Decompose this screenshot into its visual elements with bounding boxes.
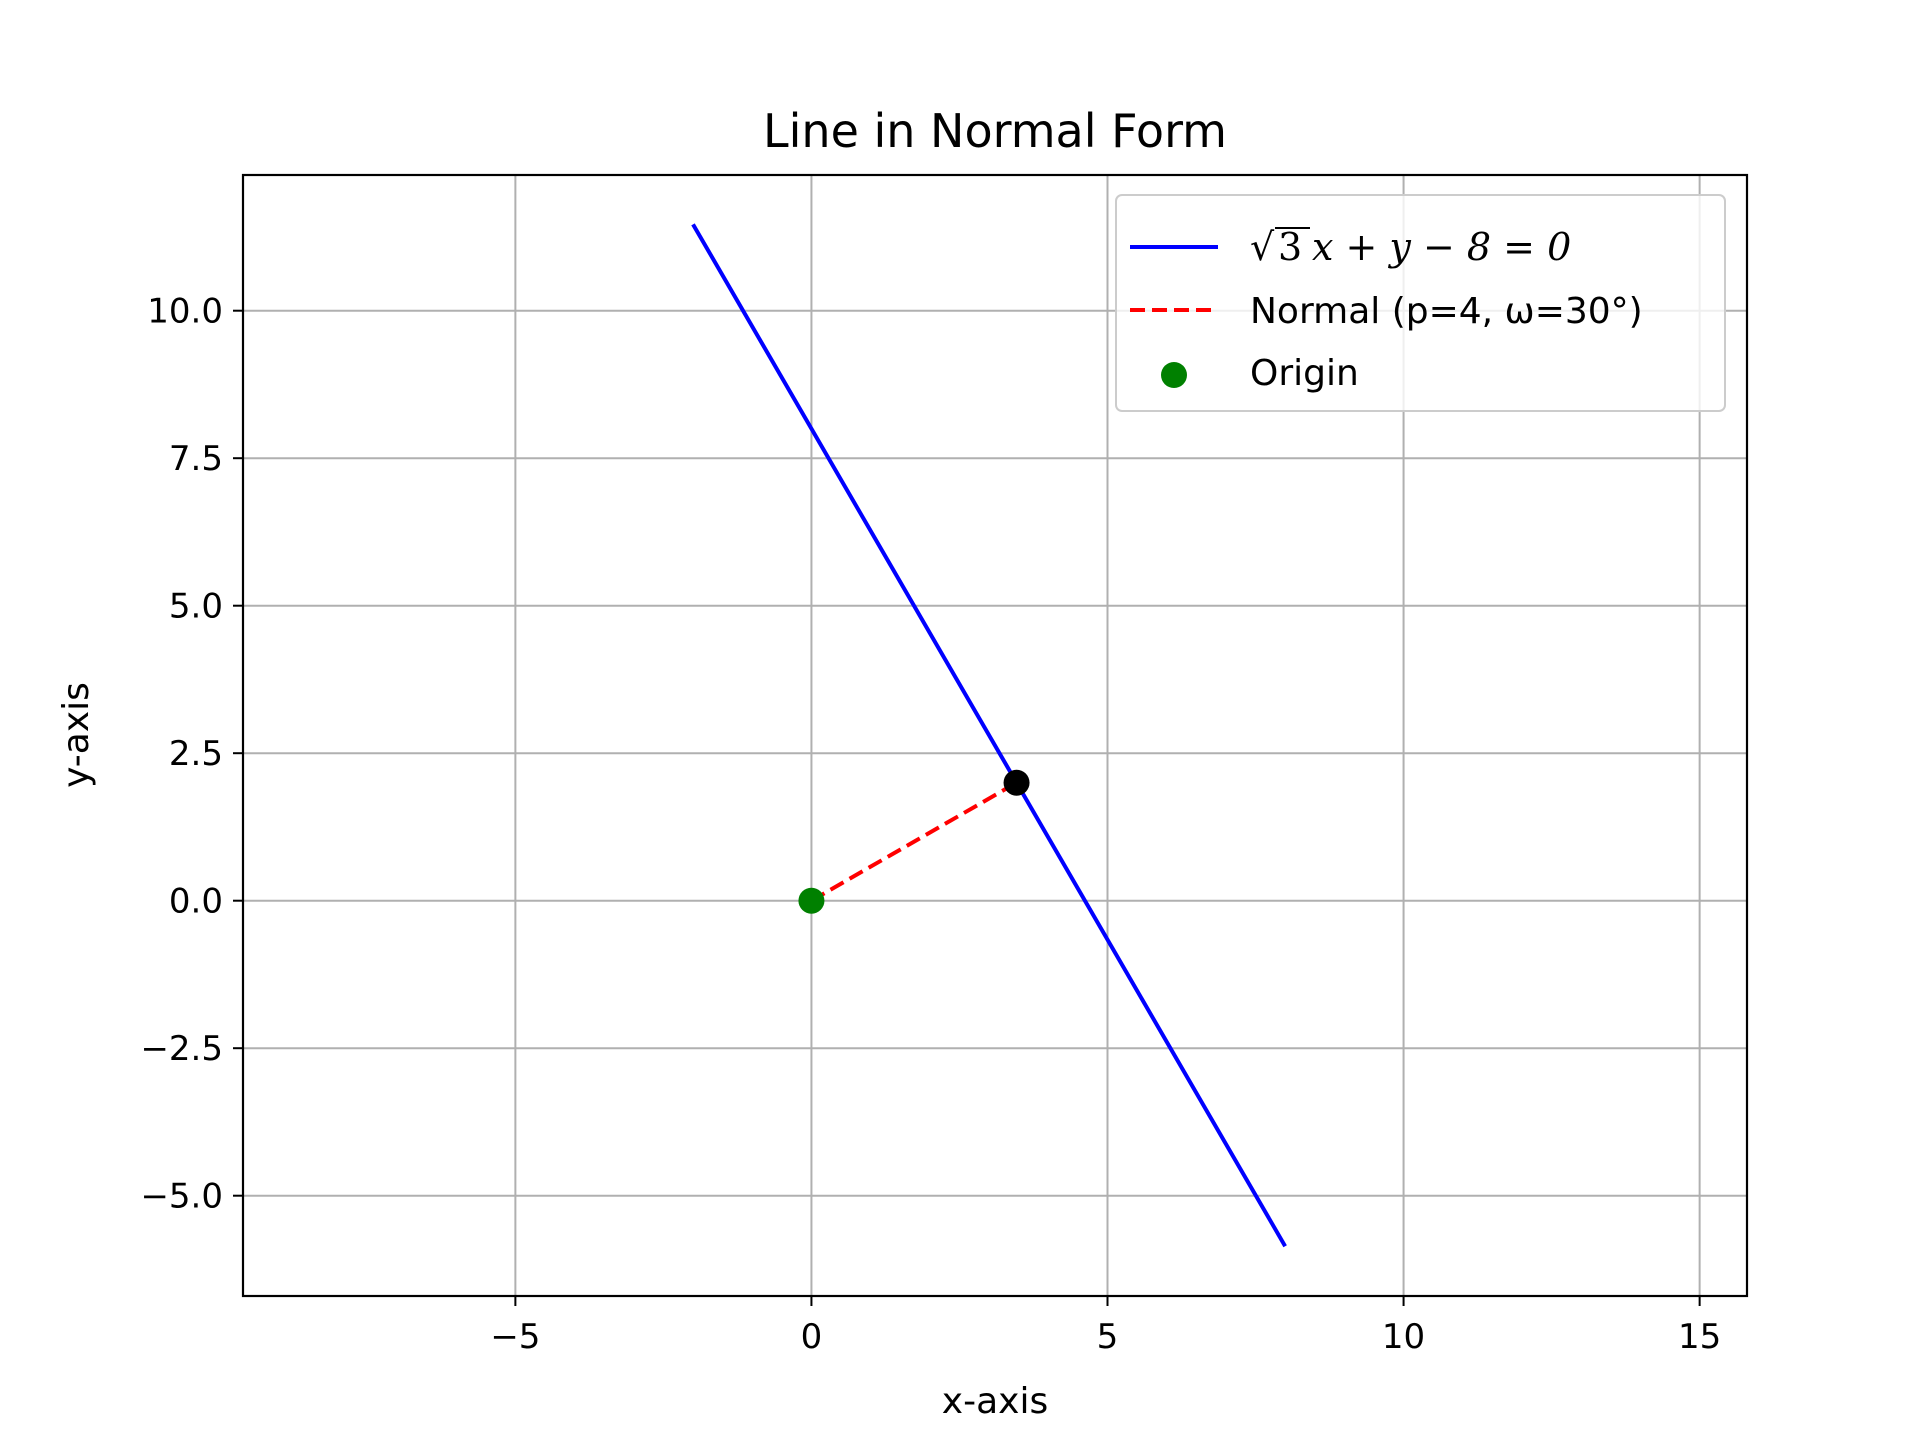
x-tick-label: 0 — [801, 1317, 823, 1357]
legend-label-line-radicand: 3 — [1278, 225, 1302, 269]
x-tick-label: 5 — [1097, 1317, 1119, 1357]
x-tick-label: 10 — [1382, 1317, 1425, 1357]
y-tick-label: −5.0 — [140, 1177, 223, 1217]
legend-label-line: √ 3 x + y − 8 = 0 — [1250, 225, 1571, 269]
legend-label-origin: Origin — [1250, 353, 1359, 394]
origin-point — [798, 887, 825, 914]
x-tick-label: 15 — [1678, 1317, 1721, 1357]
y-tick-label: 2.5 — [169, 734, 223, 774]
y-tick-label: 10.0 — [147, 292, 223, 332]
y-tick-label: 5.0 — [169, 587, 223, 627]
series-layer — [691, 223, 1287, 1248]
foot-of-normal-point — [1003, 769, 1030, 796]
legend-box — [1115, 194, 1726, 412]
x-tick-label: −5 — [490, 1317, 540, 1357]
y-tick-label: 7.5 — [169, 439, 223, 479]
line-series — [691, 223, 1287, 1248]
legend: √ 3 x + y − 8 = 0 Normal (p=4, ω=30°) Or… — [1115, 194, 1726, 412]
legend-label-line-root: √ — [1250, 225, 1275, 269]
grid — [243, 175, 1747, 1296]
y-tick-label: −2.5 — [140, 1029, 223, 1069]
legend-handle-origin — [1161, 362, 1187, 388]
x-axis-label: x-axis — [942, 1381, 1048, 1422]
legend-label-line-rest: x + y − 8 = 0 — [1312, 225, 1571, 269]
plot-frame — [241, 173, 1749, 1298]
ticks: −5 0 5 10 15 −5.0 −2.5 0.0 2.5 5.0 7.5 10.0 — [140, 292, 1721, 1357]
chart-title: Line in Normal Form — [763, 104, 1227, 158]
y-axis-label: y-axis — [56, 682, 97, 788]
normal-segment — [810, 780, 1018, 903]
y-tick-label: 0.0 — [169, 882, 223, 922]
legend-label-normal: Normal (p=4, ω=30°) — [1250, 291, 1643, 332]
